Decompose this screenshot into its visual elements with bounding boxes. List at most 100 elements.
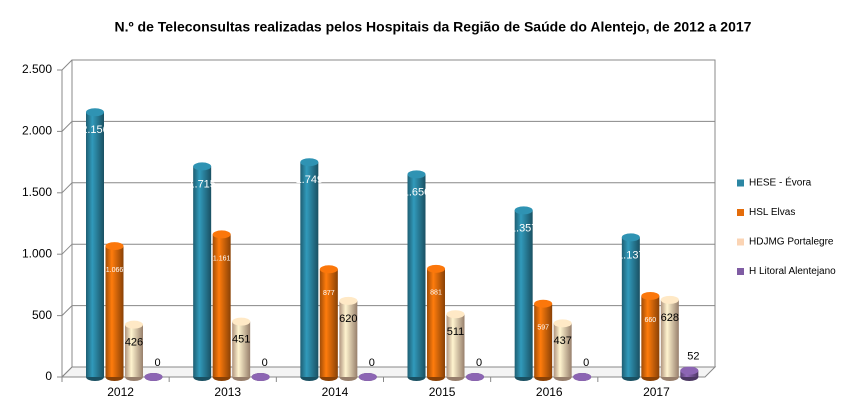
bar-top (407, 170, 426, 179)
bar-top (446, 310, 465, 319)
bar-top (105, 242, 124, 251)
y-tick-label: 2.500 (22, 62, 52, 76)
data-label: 1.137 (617, 249, 645, 261)
data-label: 1.357 (510, 222, 538, 234)
y-tick-label: 1.500 (22, 185, 52, 199)
y-tick-label: 2.000 (22, 124, 52, 138)
data-label: 0 (262, 357, 268, 369)
legend-label: H Litoral Alentejano (749, 266, 836, 277)
bar-body (125, 324, 143, 377)
data-label: 1.749 (296, 174, 324, 186)
bar (125, 320, 143, 381)
x-tick-label: 2014 (322, 385, 349, 399)
legend-swatch (737, 179, 744, 187)
data-label: 620 (339, 313, 357, 325)
legend-label: HDJMG Portalegre (749, 237, 834, 248)
data-label: 628 (661, 312, 679, 324)
bar-top (660, 295, 679, 304)
x-tick-label: 2012 (107, 385, 134, 399)
bar-body (300, 162, 319, 377)
bar-top (553, 319, 572, 328)
bar-body (407, 174, 426, 377)
bar (641, 291, 660, 381)
x-tick-label: 2015 (429, 385, 456, 399)
x-tick-label: 2016 (536, 385, 563, 399)
bar (573, 373, 592, 381)
y-tick-label: 500 (32, 308, 52, 322)
chart-title: N.º de Teleconsultas realizadas pelos Ho… (115, 19, 752, 35)
bar (105, 242, 124, 381)
bar (621, 233, 640, 381)
data-label: 437 (553, 335, 571, 347)
bar-body (553, 323, 572, 377)
bar-top (680, 366, 699, 375)
bar-body (212, 234, 231, 377)
bar-body (193, 166, 212, 377)
bar-top (144, 373, 163, 381)
data-label: 877 (323, 290, 335, 297)
bar (86, 108, 104, 381)
bar (553, 319, 572, 381)
bar (339, 296, 358, 381)
bar-body (319, 269, 338, 377)
data-label: 1.161 (213, 255, 231, 262)
x-tick-label: 2013 (214, 385, 241, 399)
data-label: 0 (154, 357, 160, 369)
data-label: 0 (476, 357, 482, 369)
bar (232, 317, 251, 381)
data-label: 0 (583, 357, 589, 369)
y-tick-label: 0 (45, 369, 52, 383)
bar-body (86, 112, 104, 378)
data-label: 660 (644, 317, 656, 324)
bar-top (514, 206, 533, 215)
bar-top (125, 320, 143, 329)
bar (212, 230, 231, 381)
bar (319, 265, 338, 381)
grid-line (61, 243, 715, 255)
bar (514, 206, 533, 381)
data-label: 451 (232, 334, 250, 346)
data-label: 597 (537, 325, 549, 332)
y-tick-label: 1.000 (22, 246, 52, 260)
bar-body (641, 295, 660, 377)
data-label: 0 (369, 357, 375, 369)
bar-body (105, 246, 124, 377)
data-label: 1.650 (403, 186, 431, 198)
bar-top (427, 264, 445, 273)
bar (193, 162, 212, 381)
grid-line (61, 120, 715, 132)
bar-top (534, 299, 553, 308)
legend-label: HESE - Évora (749, 176, 812, 189)
back-wall (71, 59, 716, 368)
x-tick-label: 2017 (643, 385, 670, 399)
bar-top (641, 291, 660, 300)
data-label: 1.066 (106, 267, 124, 274)
legend-swatch (737, 268, 744, 275)
legend-swatch (737, 209, 744, 216)
data-label: 1.715 (188, 178, 216, 190)
legend-swatch (737, 238, 744, 246)
bar-body (446, 314, 465, 377)
bar-top (232, 317, 251, 326)
bar-top (358, 373, 377, 381)
bar-body (339, 300, 358, 377)
bar (534, 299, 553, 381)
bar-top (319, 265, 338, 274)
bar (427, 264, 445, 381)
bar-body (232, 321, 251, 377)
bar-body (621, 237, 640, 377)
bar-top (86, 108, 104, 117)
bar (300, 158, 319, 381)
bar (680, 366, 699, 381)
bar-top (212, 230, 231, 239)
data-label: 881 (430, 290, 442, 297)
data-label: 52 (687, 351, 699, 363)
grid-line (61, 305, 715, 316)
bar-top (339, 296, 358, 305)
bar (466, 373, 484, 381)
grid-line (61, 182, 715, 194)
bar-top (193, 162, 212, 171)
data-label: 511 (447, 326, 465, 338)
grid-line (61, 366, 715, 378)
